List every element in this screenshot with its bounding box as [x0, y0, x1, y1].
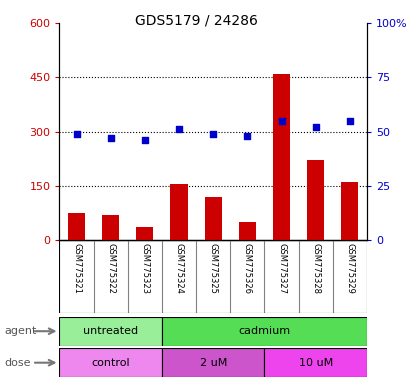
Text: 2 uM: 2 uM: [199, 358, 226, 368]
Text: GSM775326: GSM775326: [242, 243, 251, 294]
Bar: [264, 348, 366, 377]
Text: GSM775323: GSM775323: [140, 243, 149, 294]
Bar: [272, 74, 289, 240]
Text: control: control: [91, 358, 130, 368]
Text: GSM775325: GSM775325: [208, 243, 217, 294]
Text: GSM775322: GSM775322: [106, 243, 115, 294]
Text: GSM775327: GSM775327: [276, 243, 285, 294]
Text: untreated: untreated: [83, 326, 138, 336]
Point: [278, 118, 284, 124]
Bar: [59, 348, 162, 377]
Text: cadmium: cadmium: [238, 326, 290, 336]
Bar: [102, 215, 119, 240]
Text: GSM775321: GSM775321: [72, 243, 81, 294]
Point: [175, 126, 182, 132]
Point: [243, 133, 250, 139]
Text: GSM775329: GSM775329: [344, 243, 353, 294]
Bar: [162, 317, 366, 346]
Bar: [306, 161, 324, 240]
Bar: [238, 222, 255, 240]
Text: GSM775324: GSM775324: [174, 243, 183, 294]
Bar: [68, 213, 85, 240]
Bar: [204, 197, 221, 240]
Bar: [170, 184, 187, 240]
Text: dose: dose: [4, 358, 31, 368]
Bar: [162, 348, 264, 377]
Text: agent: agent: [4, 326, 36, 336]
Bar: [136, 227, 153, 240]
Bar: [340, 182, 357, 240]
Point: [73, 131, 80, 137]
Point: [209, 131, 216, 137]
Text: GSM775328: GSM775328: [310, 243, 319, 294]
Point: [346, 118, 352, 124]
Bar: [59, 317, 162, 346]
Point: [312, 124, 318, 130]
Text: GDS5179 / 24286: GDS5179 / 24286: [135, 13, 258, 27]
Text: 10 uM: 10 uM: [298, 358, 332, 368]
Point: [107, 135, 114, 141]
Point: [141, 137, 148, 143]
